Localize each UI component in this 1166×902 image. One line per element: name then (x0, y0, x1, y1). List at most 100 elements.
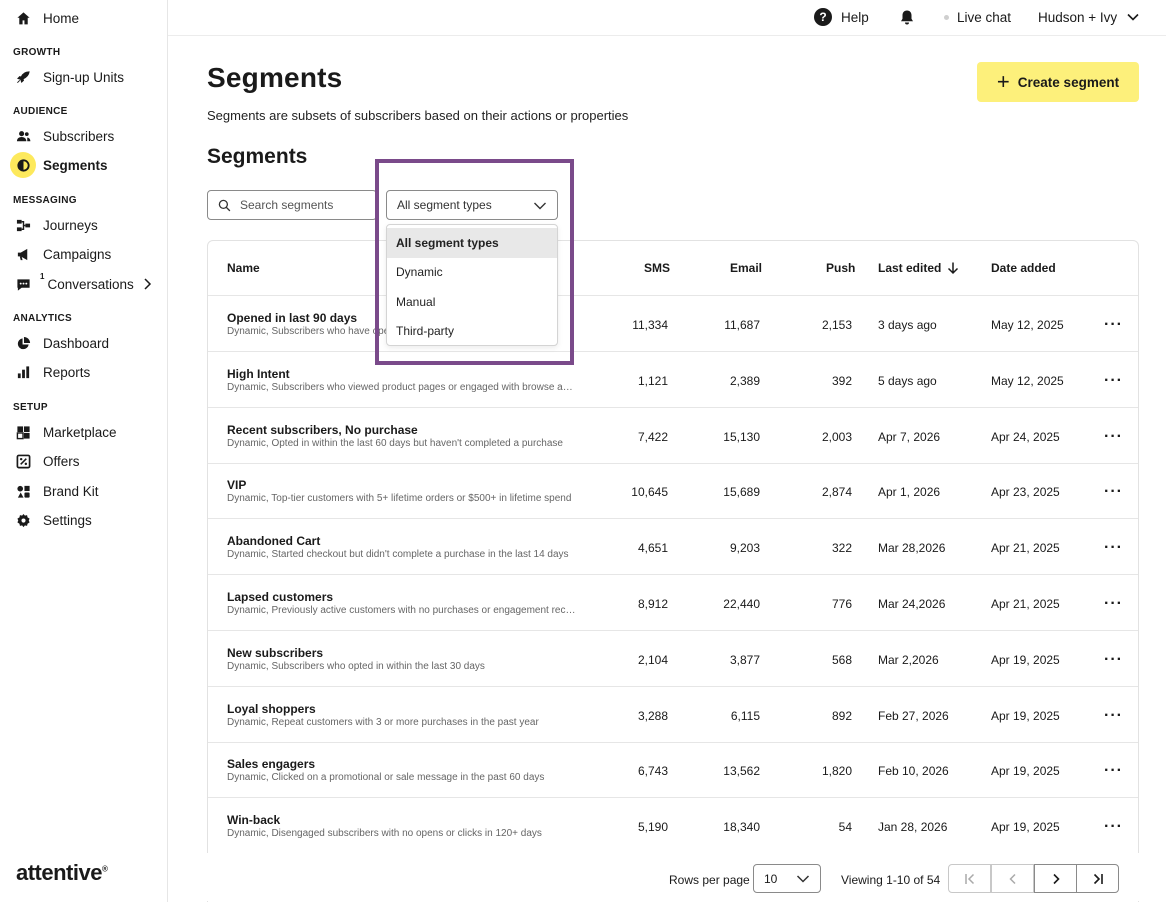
shapes-icon (10, 478, 36, 504)
sidebar-item-segments[interactable]: Segments (10, 151, 160, 179)
push-count: 322 (831, 541, 852, 556)
table-row[interactable]: Recent subscribers, No purchase Dynamic, … (208, 408, 1138, 464)
push-count: 568 (831, 652, 852, 667)
more-options-icon[interactable]: ··· (1104, 595, 1123, 612)
sms-count: 7,422 (637, 429, 668, 444)
sidebar-item-label: Offers (43, 453, 80, 469)
first-page-icon (964, 873, 974, 884)
segments-icon (10, 152, 36, 178)
dropdown-option-third-party[interactable]: Third-party (396, 324, 455, 339)
sidebar-item-campaigns[interactable]: Campaigns (10, 240, 160, 268)
dropdown-option-all[interactable]: All segment types (387, 228, 557, 258)
column-header-date-added[interactable]: Date added (991, 261, 1056, 275)
notification-badge: 1 (40, 271, 45, 281)
sidebar-item-marketplace[interactable]: Marketplace (10, 418, 160, 446)
segment-name: Loyal shoppers (227, 701, 316, 716)
dropdown-option-dynamic[interactable]: Dynamic (396, 265, 443, 280)
email-count: 9,203 (729, 541, 760, 556)
topbar: ? Help Live chat Hudson + Ivy (168, 0, 1166, 36)
help-label: Help (841, 9, 869, 25)
sidebar-item-label: Segments (43, 157, 108, 173)
previous-page-button[interactable] (991, 864, 1034, 893)
date-added: Apr 19, 2025 (991, 652, 1060, 667)
table-row[interactable]: Sales engagers Dynamic, Clicked on a prom… (208, 742, 1138, 799)
table-row[interactable]: Opened in last 90 days Dynamic, Subscribe… (208, 296, 1138, 352)
sidebar-item-label: Home (43, 10, 80, 26)
email-count: 15,689 (723, 485, 760, 500)
more-options-icon[interactable]: ··· (1104, 316, 1123, 333)
more-options-icon[interactable]: ··· (1104, 483, 1123, 501)
sidebar-item-conversations[interactable]: 1 Conversations (10, 270, 160, 298)
segment-type-dropdown: All segment types Dynamic Manual Third-p… (386, 224, 558, 346)
sidebar-item-settings[interactable]: Settings (10, 506, 160, 534)
section-label-setup: SETUP (13, 402, 48, 413)
table-row[interactable]: Lapsed customers Dynamic, Previously acti… (208, 575, 1138, 631)
segment-name: Win-back (227, 813, 281, 828)
email-count: 18,340 (723, 820, 760, 835)
first-page-button[interactable] (948, 864, 991, 893)
segment-name: High Intent (227, 366, 290, 381)
account-menu[interactable]: Hudson + Ivy (1038, 0, 1140, 34)
create-segment-button[interactable]: + Create segment (977, 62, 1139, 102)
push-count: 1,820 (821, 764, 852, 779)
more-options-icon[interactable]: ··· (1104, 427, 1123, 445)
segment-type-value: All segment types (397, 198, 492, 212)
push-count: 2,003 (821, 429, 852, 444)
table-row[interactable]: High Intent Dynamic, Subscribers who view… (208, 352, 1138, 408)
sidebar-item-label: Marketplace (43, 424, 117, 440)
sidebar-item-label: Campaigns (43, 246, 112, 262)
chevron-down-icon (534, 202, 546, 210)
segment-description: Dynamic, Repeat customers with 3 or more… (227, 716, 539, 728)
last-page-button[interactable] (1076, 864, 1119, 893)
more-options-icon[interactable]: ··· (1104, 539, 1123, 557)
sidebar-item-label: Dashboard (43, 335, 110, 351)
column-header-name[interactable]: Name (227, 261, 260, 275)
more-options-icon[interactable]: ··· (1104, 650, 1123, 668)
date-added: May 12, 2025 (991, 373, 1064, 388)
column-header-email[interactable]: Email (730, 261, 763, 275)
section-title: Segments (207, 145, 308, 168)
search-icon (218, 199, 231, 211)
last-edited: 5 days ago (878, 373, 937, 388)
sms-count: 1,121 (637, 373, 668, 388)
sidebar-item-brand-kit[interactable]: Brand Kit (10, 477, 160, 505)
last-edited: Feb 27, 2026 (878, 708, 949, 723)
segment-type-select[interactable]: All segment types (386, 190, 558, 220)
more-options-icon[interactable]: ··· (1104, 818, 1123, 836)
pagination: Rows per page 10 Viewing 1-10 of 54 (207, 853, 1139, 901)
sidebar-item-subscribers[interactable]: Subscribers (10, 122, 160, 150)
table-row[interactable]: Abandoned Cart Dynamic, Started checkout … (208, 519, 1138, 576)
more-options-icon[interactable]: ··· (1104, 706, 1123, 724)
search-input[interactable]: Search segments (207, 190, 377, 220)
sidebar-item-journeys[interactable]: Journeys (10, 211, 160, 239)
date-added: Apr 23, 2025 (991, 485, 1060, 500)
registered-mark: ® (101, 864, 108, 874)
sidebar-item-reports[interactable]: Reports (10, 358, 160, 386)
sort-descending-icon (948, 262, 959, 275)
table-row[interactable]: Win-back Dynamic, Disengaged subscribers … (208, 798, 1138, 855)
column-header-push[interactable]: Push (826, 261, 856, 275)
sidebar-item-signup-units[interactable]: Sign-up Units (10, 63, 160, 91)
date-added: Apr 21, 2025 (991, 597, 1060, 611)
table-row[interactable]: VIP Dynamic, Top-tier customers with 5+ l… (208, 463, 1138, 520)
column-header-last-edited-label: Last edited (878, 261, 942, 275)
live-chat-button[interactable]: Live chat (944, 0, 1011, 34)
table-row[interactable]: New subscribers Dynamic, Subscribers who … (208, 631, 1138, 687)
sidebar-item-dashboard[interactable]: Dashboard (10, 329, 160, 357)
sidebar-item-offers[interactable]: Offers (10, 447, 160, 475)
rows-per-page-select[interactable]: 10 (753, 864, 821, 893)
next-page-button[interactable] (1034, 864, 1077, 893)
column-header-last-edited[interactable]: Last edited (878, 261, 960, 275)
column-header-sms[interactable]: SMS (644, 261, 671, 275)
table-row[interactable]: Loyal shoppers Dynamic, Repeat customers … (208, 687, 1138, 743)
email-count: 11,687 (724, 318, 760, 332)
last-edited: Mar 28,2026 (878, 541, 946, 556)
help-button[interactable]: ? Help (814, 0, 869, 34)
percent-icon (10, 448, 36, 474)
more-options-icon[interactable]: ··· (1104, 371, 1123, 389)
dropdown-option-manual[interactable]: Manual (396, 294, 436, 309)
sidebar-item-home[interactable]: Home (10, 4, 160, 32)
notifications-button[interactable] (899, 0, 915, 34)
more-options-icon[interactable]: ··· (1104, 762, 1123, 780)
gear-icon (10, 507, 36, 533)
